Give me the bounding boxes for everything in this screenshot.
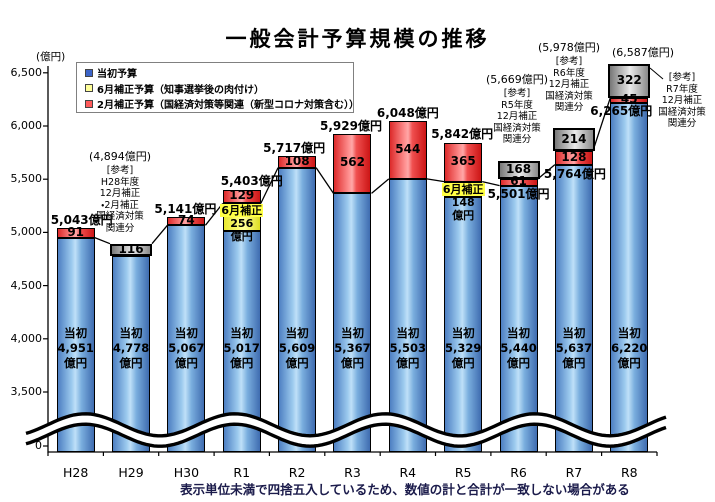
bar-initial-label: 当初 5,440 億円	[500, 326, 537, 370]
y-axis-tick-label: 3,500	[10, 385, 43, 398]
bar-initial-label: 当初 5,367 億円	[334, 326, 371, 370]
february-segment-value: 562	[339, 155, 365, 170]
bar-initial-segment	[610, 102, 649, 452]
legend-box: 当初予算 6月補正予算（知事選挙後の肉付け） 2月補正予算（国経済対策等関連（新…	[76, 62, 359, 113]
footnote: 表示単位未満で四捨五入しているため、数値の計と合計が一致しない場合がある	[180, 482, 630, 497]
x-axis-category-label: R4	[399, 465, 417, 480]
connector-line	[426, 178, 445, 183]
reference-box-value: 116	[118, 241, 144, 256]
y-axis-unit-label: (億円)	[36, 51, 66, 63]
legend-label-february: 2月補正予算（国経済対策等関連（新型コロナ対策含む））	[97, 100, 359, 112]
y-axis-tick-label: 6,000	[10, 119, 43, 132]
february-segment-value: 544	[395, 141, 421, 156]
total-label: 5,717億円	[263, 141, 326, 156]
bar-initial-segment	[333, 193, 372, 452]
reference-annotation: (6,587億円)	[611, 46, 675, 59]
y-axis-tick-label: 6,500	[10, 65, 43, 79]
reference-box-value: 214	[561, 131, 587, 146]
reference-annotation: (4,894億円) [参考] H28年度 12月補正 ・2月補正 国経済対策 関連分	[88, 150, 152, 234]
x-axis-category-label: R3	[344, 465, 361, 480]
bar-initial-label: 当初 5,609 億円	[278, 326, 316, 370]
x-axis-category-label: R8	[620, 465, 638, 480]
total-label: 5,501億円	[487, 187, 550, 202]
legend-swatch-red-icon	[85, 99, 93, 108]
y-axis-tick-label: 4,000	[10, 331, 43, 345]
bar-initial-label: 当初 5,017 億円	[223, 326, 260, 370]
reference-annotation: [参考] R7年度 12月補正 国経済対策 関連分	[658, 72, 706, 130]
x-axis-category-label: H30	[173, 465, 200, 480]
legend-item-initial: 当初予算	[85, 65, 353, 81]
chart-title: 一般会計予算規模の推移	[225, 27, 490, 51]
legend-item-june: 6月補正予算（知事選挙後の肉付け）	[85, 81, 353, 97]
x-axis-category-label: R2	[288, 465, 306, 480]
x-axis-category-label: R6	[510, 465, 527, 480]
y-axis-tick-label: 5,500	[10, 172, 43, 186]
legend-swatch-yellow-icon	[85, 84, 93, 93]
bar-initial-label: 当初 6,220 億円	[611, 326, 648, 370]
bar-initial-label: 当初 4,951 億円	[57, 326, 94, 370]
bar-initial-label: 当初 4,778 億円	[112, 326, 150, 370]
y-axis-tick-label: 0	[35, 439, 42, 452]
total-label: 5,403億円	[220, 173, 283, 188]
bar-initial-segment	[278, 167, 317, 452]
total-label: 6,048億円	[376, 105, 439, 120]
legend-swatch-blue-icon	[85, 68, 93, 77]
x-axis-category-label: R1	[233, 465, 251, 480]
x-axis-category-label: H28	[63, 465, 89, 480]
connector-line	[315, 167, 335, 194]
bar-initial-segment	[554, 164, 593, 452]
legend-label-initial: 当初予算	[97, 69, 137, 81]
y-axis-tick-label: 5,000	[10, 225, 43, 239]
reference-annotation: (5,978億円) [参考] R6年度 12月補正 国経済対策 関連分	[537, 41, 601, 114]
bar-initial-segment	[499, 185, 538, 452]
bar-initial-segment	[388, 178, 427, 452]
bar-initial-segment	[444, 197, 483, 452]
february-segment-value: 128	[561, 149, 587, 164]
bar-initial-label: 当初 5,503 億円	[389, 326, 427, 370]
connector-line	[94, 236, 111, 245]
total-label: 5,764億円	[543, 167, 606, 181]
legend-label-june: 6月補正予算（知事選挙後の肉付け）	[97, 84, 264, 96]
x-axis-category-label: R7	[565, 465, 583, 480]
x-axis-category-label: R5	[454, 465, 472, 480]
june-supplement-label: 6月補正 256 億円	[220, 204, 264, 244]
february-segment-value: 365	[450, 154, 476, 169]
connector-line	[371, 178, 390, 194]
bar-initial-label: 当初 5,067 億円	[168, 326, 205, 370]
y-axis-tick-label: 4,500	[10, 278, 43, 292]
x-axis-category-label: H29	[118, 465, 144, 480]
bar-initial-label: 当初 5,329 億円	[444, 326, 482, 370]
june-supplement-label: 6月補正 148 億円	[441, 182, 485, 222]
legend-item-february: 2月補正予算（国経済対策等関連（新型コロナ対策含む））	[85, 96, 359, 112]
february-segment-value: 129	[229, 188, 255, 203]
bar-initial-label: 当初 5,637 億円	[555, 326, 593, 370]
